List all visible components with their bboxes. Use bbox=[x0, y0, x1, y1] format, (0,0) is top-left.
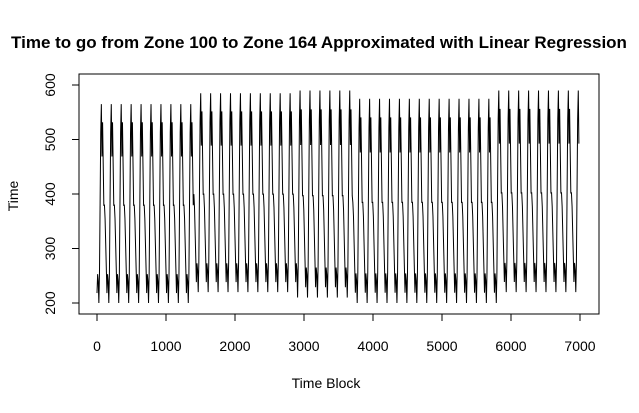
x-tick-label: 4000 bbox=[357, 338, 388, 354]
x-tick-label: 1000 bbox=[150, 338, 181, 354]
x-axis: 0 1000 2000 3000 4000 5000 6000 7000 bbox=[93, 313, 596, 354]
series-layer bbox=[96, 90, 580, 304]
x-tick-label: 6000 bbox=[495, 338, 526, 354]
chart-title: Time to go from Zone 100 to Zone 164 App… bbox=[11, 33, 627, 52]
y-tick-label: 300 bbox=[42, 237, 58, 261]
y-tick-label: 500 bbox=[42, 128, 58, 152]
x-tick-label: 3000 bbox=[288, 338, 319, 354]
x-tick-label: 0 bbox=[93, 338, 101, 354]
x-axis-label: Time Block bbox=[292, 375, 362, 391]
y-axis-label: Time bbox=[5, 180, 21, 211]
y-axis: 200 300 400 500 600 bbox=[42, 73, 80, 315]
x-tick-label: 5000 bbox=[426, 338, 457, 354]
x-tick-label: 2000 bbox=[219, 338, 250, 354]
y-tick-label: 400 bbox=[42, 182, 58, 206]
x-tick-label: 7000 bbox=[564, 338, 595, 354]
y-tick-label: 200 bbox=[42, 291, 58, 315]
y-tick-label: 600 bbox=[42, 73, 58, 97]
series-line bbox=[96, 90, 580, 304]
